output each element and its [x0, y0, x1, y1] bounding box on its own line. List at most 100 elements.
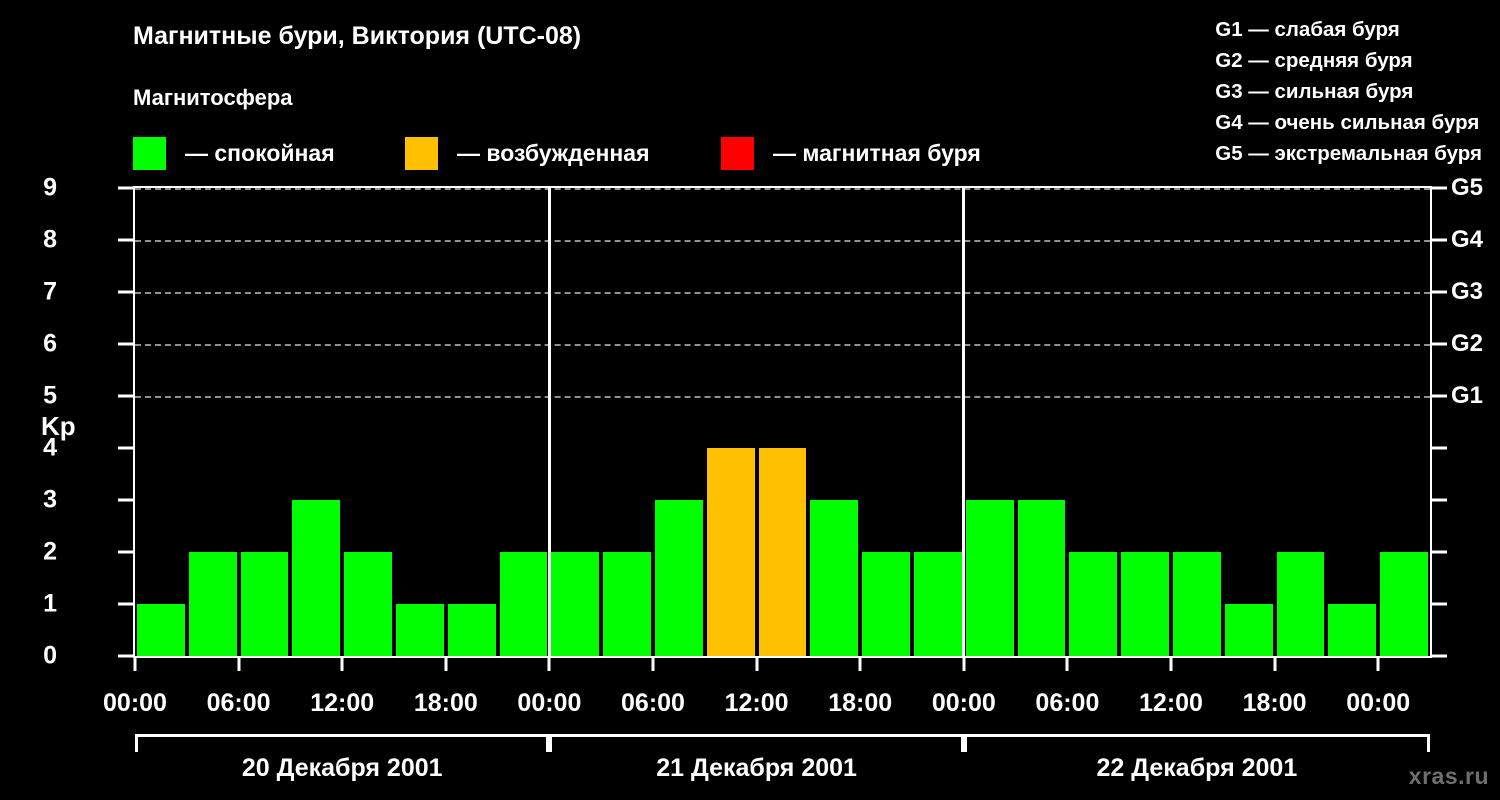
- page-title: Магнитные бури, Виктория (UTC-08): [133, 22, 582, 50]
- g-tick-mark-kp-0: [1432, 654, 1447, 658]
- bar-day3-slot4: [1121, 552, 1169, 656]
- y-tick-label-4: 4: [43, 433, 57, 462]
- x-tick-mark-10: [1169, 658, 1173, 671]
- bar-day2-slot6: [810, 500, 859, 656]
- date-bracket-2: [549, 734, 964, 752]
- g-tick-mark-kp-5: [1432, 394, 1447, 398]
- g-tick-mark-kp-8: [1432, 238, 1447, 242]
- x-tick-label-11: 18:00: [1242, 689, 1307, 717]
- bar-day2-slot2: [603, 552, 651, 656]
- bar-day1-slot7: [447, 604, 496, 656]
- gridline-kp-8: [135, 240, 1430, 242]
- bar-day2-slot7: [862, 552, 910, 656]
- x-tick-mark-11: [1273, 658, 1277, 671]
- x-tick-label-0: 00:00: [103, 689, 167, 717]
- y-tick-mark-4: [118, 446, 133, 450]
- bar-day2-slot1: [551, 552, 600, 656]
- bar-day1-slot2: [188, 552, 237, 656]
- x-tick-label-4: 00:00: [517, 689, 582, 717]
- x-tick-mark-2: [340, 658, 344, 671]
- bar-day3-slot2: [1017, 500, 1066, 656]
- y-tick-mark-2: [118, 550, 133, 554]
- date-bracket-3: [963, 734, 1430, 752]
- y-tick-label-9: 9: [43, 173, 57, 202]
- x-tick-mark-4: [547, 658, 551, 671]
- x-tick-mark-1: [237, 658, 241, 671]
- bar-day3-slot8: [1328, 604, 1377, 656]
- x-tick-label-1: 06:00: [206, 689, 271, 717]
- x-tick-mark-3: [444, 658, 448, 671]
- bar-day2-slot4: [706, 448, 755, 656]
- bar-day1-slot8: [499, 552, 548, 656]
- magnetosphere-label: Магнитосфера: [133, 85, 293, 110]
- bar-day3-slot6: [1224, 604, 1273, 656]
- bar-day3-slot1: [965, 500, 1014, 656]
- legend-label-active: — возбужденная: [457, 139, 650, 166]
- g-scale-legend: G1 — слабая буря G2 — средняя буря G3 — …: [1215, 14, 1482, 169]
- date-label-3: 22 Декабря 2001: [1096, 754, 1298, 782]
- y-tick-mark-7: [118, 290, 133, 294]
- legend-item-calm: — спокойная: [133, 133, 335, 173]
- legend-label-calm: — спокойная: [185, 139, 335, 166]
- x-tick-mark-0: [133, 658, 137, 671]
- bar-day2-slot3: [655, 500, 703, 656]
- day-divider-2: [962, 188, 966, 656]
- legend-item-active: — возбужденная: [405, 133, 650, 173]
- gridline-kp-9: [135, 188, 1430, 190]
- y-tick-label-8: 8: [43, 225, 57, 254]
- g-tick-label-g3: G3: [1451, 278, 1484, 305]
- bar-day1-slot3: [240, 552, 289, 656]
- bar-day1-slot4: [292, 500, 341, 656]
- g-tick-mark-kp-1: [1432, 602, 1447, 606]
- g-legend-row-g1: G1 — слабая буря: [1215, 18, 1400, 41]
- g-legend-row-g4: G4 — очень сильная буря: [1215, 111, 1480, 134]
- bar-day3-slot7: [1276, 552, 1325, 656]
- date-label-1: 20 Декабря 2001: [241, 754, 443, 782]
- bar-day3-slot5: [1173, 552, 1221, 656]
- x-tick-mark-12: [1376, 658, 1380, 671]
- x-tick-mark-6: [755, 658, 759, 671]
- g-tick-label-g1: G1: [1451, 382, 1484, 409]
- bar-day2-slot5: [758, 448, 807, 656]
- x-tick-mark-5: [651, 658, 655, 671]
- g-legend-row-g3: G3 — сильная буря: [1215, 80, 1414, 103]
- y-tick-label-1: 1: [43, 589, 57, 618]
- g-tick-mark-kp-2: [1432, 550, 1447, 554]
- bar-day3-slot9: [1380, 552, 1428, 656]
- y-tick-label-2: 2: [43, 537, 57, 566]
- legend-swatch-storm-icon: [721, 136, 754, 170]
- g-tick-label-g2: G2: [1451, 330, 1484, 357]
- y-tick-mark-0: [118, 654, 133, 658]
- y-tick-label-7: 7: [43, 277, 57, 306]
- watermark: xras.ru: [1408, 763, 1489, 789]
- bar-day2-slot8: [914, 552, 962, 656]
- x-tick-label-7: 18:00: [828, 689, 893, 717]
- x-tick-mark-9: [1065, 658, 1069, 671]
- g-tick-mark-kp-3: [1432, 498, 1447, 502]
- y-tick-label-6: 6: [43, 329, 57, 358]
- x-tick-mark-8: [962, 658, 966, 671]
- x-tick-label-9: 06:00: [1035, 689, 1100, 717]
- y-tick-label-0: 0: [43, 641, 57, 670]
- legend-swatch-active-icon: [405, 136, 438, 170]
- day-divider-1: [547, 188, 551, 656]
- g-tick-mark-kp-7: [1432, 290, 1447, 294]
- bar-day3-slot3: [1069, 552, 1118, 656]
- x-tick-label-5: 06:00: [621, 689, 685, 717]
- bar-day1-slot1: [137, 604, 185, 656]
- legend-item-storm: — магнитная буря: [721, 133, 981, 173]
- g-tick-label-g4: G4: [1451, 226, 1484, 253]
- legend-label-storm: — магнитная буря: [773, 139, 981, 166]
- y-tick-label-5: 5: [43, 381, 57, 410]
- y-tick-mark-9: [118, 186, 133, 190]
- g-legend-row-g2: G2 — средняя буря: [1215, 49, 1413, 72]
- chart-plot-area: [133, 186, 1432, 658]
- date-bracket-1: [135, 734, 550, 752]
- bar-day1-slot6: [396, 604, 444, 656]
- y-tick-mark-6: [118, 342, 133, 346]
- y-tick-label-3: 3: [43, 485, 57, 514]
- gridline-kp-5: [135, 396, 1430, 398]
- x-tick-label-2: 12:00: [310, 689, 375, 717]
- y-axis-title: Kp: [41, 411, 76, 441]
- g-tick-mark-kp-4: [1432, 446, 1447, 450]
